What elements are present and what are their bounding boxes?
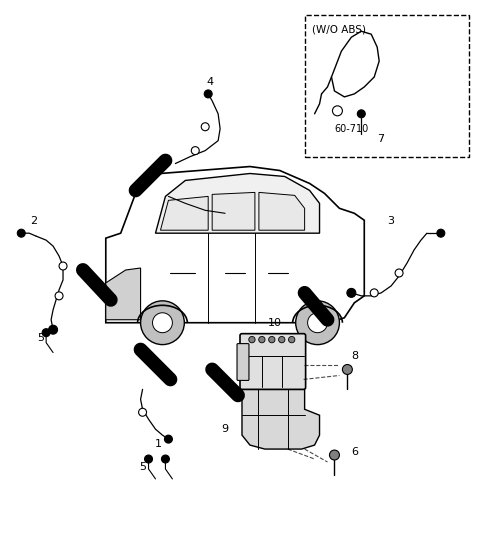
Circle shape [55,292,63,300]
Text: 3: 3 [388,216,395,226]
Text: 5: 5 [139,462,146,472]
Polygon shape [106,167,364,323]
Text: 60-710: 60-710 [335,124,369,134]
Text: 4: 4 [206,77,214,87]
Circle shape [141,301,184,345]
Circle shape [201,123,209,131]
Circle shape [296,301,339,345]
Circle shape [347,288,356,298]
Circle shape [308,313,327,332]
Circle shape [17,229,25,237]
Circle shape [139,408,146,416]
Circle shape [437,229,445,237]
Circle shape [153,313,172,332]
Circle shape [192,147,199,154]
Text: 2: 2 [30,216,37,226]
Text: 10: 10 [268,318,282,328]
FancyBboxPatch shape [305,15,468,157]
Polygon shape [242,390,320,449]
Polygon shape [212,193,255,230]
Circle shape [278,336,285,343]
Text: 5: 5 [37,332,45,343]
Circle shape [59,262,67,270]
Circle shape [342,365,352,374]
Circle shape [333,106,342,116]
Text: 9: 9 [222,424,228,434]
Circle shape [329,450,339,460]
Circle shape [204,90,212,98]
Text: 8: 8 [351,351,359,360]
Text: 1: 1 [155,439,162,449]
Circle shape [161,455,169,463]
Polygon shape [160,196,208,230]
Circle shape [259,336,265,343]
Text: (W/O ABS): (W/O ABS) [312,24,366,34]
Polygon shape [259,193,305,230]
Circle shape [288,336,295,343]
Circle shape [395,269,403,277]
Text: 7: 7 [377,134,384,144]
Circle shape [144,455,153,463]
Circle shape [42,329,50,337]
Circle shape [357,110,365,118]
Polygon shape [156,173,320,233]
Circle shape [370,289,378,297]
Circle shape [249,336,255,343]
Polygon shape [106,268,141,320]
FancyBboxPatch shape [240,334,306,390]
Circle shape [269,336,275,343]
Text: 6: 6 [351,447,359,457]
FancyBboxPatch shape [237,344,249,380]
Circle shape [48,325,58,334]
Circle shape [165,435,172,443]
